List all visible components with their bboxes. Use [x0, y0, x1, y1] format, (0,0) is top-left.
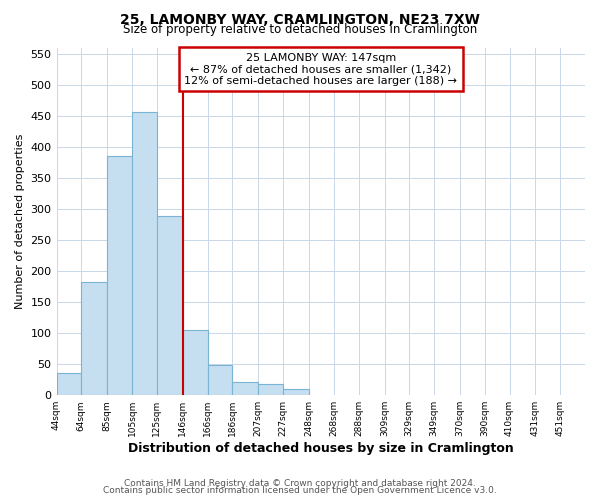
Bar [132, 112, 157, 395]
Bar [232, 382, 258, 395]
Bar [208, 365, 232, 395]
X-axis label: Distribution of detached houses by size in Cramlington: Distribution of detached houses by size … [128, 442, 514, 455]
Text: 25, LAMONBY WAY, CRAMLINGTON, NE23 7XW: 25, LAMONBY WAY, CRAMLINGTON, NE23 7XW [120, 12, 480, 26]
Bar [183, 330, 208, 395]
Bar [283, 389, 309, 395]
Text: Size of property relative to detached houses in Cramlington: Size of property relative to detached ho… [123, 22, 477, 36]
Bar [56, 374, 81, 395]
Text: Contains public sector information licensed under the Open Government Licence v3: Contains public sector information licen… [103, 486, 497, 495]
Text: 25 LAMONBY WAY: 147sqm
← 87% of detached houses are smaller (1,342)
12% of semi-: 25 LAMONBY WAY: 147sqm ← 87% of detached… [184, 52, 457, 86]
Bar [258, 384, 283, 395]
Bar [157, 216, 183, 395]
Bar [107, 156, 132, 395]
Bar [81, 282, 107, 395]
Text: Contains HM Land Registry data © Crown copyright and database right 2024.: Contains HM Land Registry data © Crown c… [124, 478, 476, 488]
Y-axis label: Number of detached properties: Number of detached properties [15, 134, 25, 309]
